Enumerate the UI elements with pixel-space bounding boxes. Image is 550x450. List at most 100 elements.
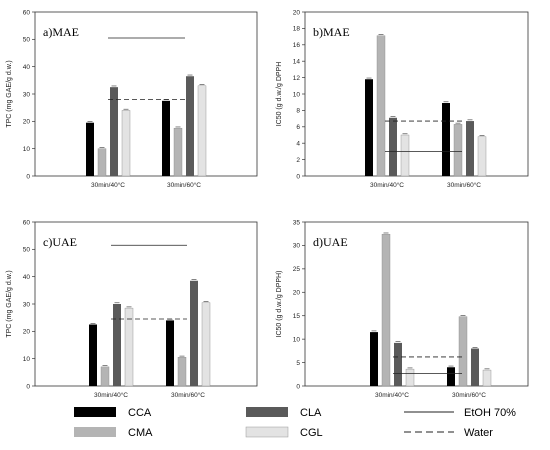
bar-cca	[86, 122, 94, 176]
y-tick-label: 30	[23, 301, 31, 308]
y-tick-label: 10	[23, 356, 31, 363]
bar-cla	[466, 121, 474, 176]
bar-cca	[365, 79, 373, 176]
legend-label: CMA	[128, 427, 153, 439]
y-tick-label: 16	[293, 42, 301, 49]
bar-cla	[389, 117, 397, 176]
y-tick-label: 30	[23, 91, 31, 98]
panel-title: b)MAE	[313, 25, 350, 39]
panel-4: 0 5 10 15 20 25 30 35 IC50 (g d.w./g DPPH) d)UAE 3…	[276, 219, 529, 399]
y-tick-label: 0	[26, 173, 30, 180]
legend-item-cla: CLA	[246, 407, 322, 419]
y-tick-label: 4	[296, 141, 300, 148]
legend-label: CCA	[128, 407, 152, 419]
y-tick-label: 0	[296, 173, 300, 180]
y-tick-label: 50	[23, 247, 31, 254]
y-tick-label: 60	[23, 219, 31, 226]
bar-cca	[166, 320, 174, 386]
y-tick-label: 35	[293, 219, 301, 226]
bar-cla	[186, 76, 194, 176]
x-tick-label: 30min/60°C	[171, 391, 205, 399]
y-tick-label: 2	[296, 157, 300, 164]
bar-cma	[173, 127, 183, 177]
bar-cla	[110, 87, 118, 176]
bar-cca	[442, 103, 450, 176]
y-tick-label: 10	[293, 91, 301, 98]
y-tick-label: 18	[293, 26, 301, 33]
plot-frame	[304, 221, 529, 387]
bar-cgl	[477, 136, 487, 177]
bar-cma	[177, 357, 187, 387]
legend-item-etoh: EtOH 70%	[404, 407, 516, 419]
bar-cma	[376, 35, 386, 177]
bar-cla	[394, 342, 402, 386]
y-tick-label: 0	[26, 383, 30, 390]
bar-cca	[447, 367, 455, 386]
legend: CCA CMA CLA CGL EtOH 70% Water	[74, 407, 516, 439]
legend-item-cca: CCA	[74, 407, 152, 419]
bar-cca	[89, 324, 97, 386]
y-axis-label: IC50 (g d.w./g DPPH)	[276, 271, 283, 338]
y-tick-label: 8	[296, 108, 300, 115]
y-tick-label: 14	[293, 59, 301, 66]
y-axis-label: TPC (mg GAE/g d.w.)	[6, 60, 13, 127]
x-tick-label: 30min/60°C	[447, 181, 481, 189]
legend-swatch	[74, 427, 116, 437]
x-tick-label: 30min/60°C	[452, 391, 486, 399]
y-tick-label: 40	[23, 274, 31, 281]
y-tick-label: 0	[296, 383, 300, 390]
y-tick-label: 6	[296, 124, 300, 131]
x-tick-label: 30min/40°C	[375, 391, 409, 399]
panel-3: 0 10 20 30 40 50 60 TPC (mg GAE/g d.w.) c)UAE 30m…	[6, 219, 258, 399]
legend-label: EtOH 70%	[464, 407, 516, 419]
y-tick-label: 20	[23, 119, 31, 126]
y-axis-label: IC50 (g d.w./g DPPH	[276, 62, 283, 127]
bar-cca	[370, 332, 378, 386]
legend-label: Water	[464, 427, 493, 439]
bar-cma	[381, 233, 391, 387]
panel-2: 0 2 4 6 8 10 12 14 16 18 20 IC50 (g d.w./g DPPH b)MA…	[276, 9, 529, 189]
legend-swatch	[245, 426, 289, 438]
y-tick-label: 10	[293, 336, 301, 343]
bar-cgl	[405, 368, 415, 387]
panel-title: c)UAE	[43, 235, 77, 249]
x-tick-label: 30min/60°C	[167, 181, 201, 189]
bar-cla	[113, 304, 121, 386]
legend-item-cma: CMA	[74, 427, 153, 439]
bar-cgl	[201, 302, 211, 387]
y-tick-label: 50	[23, 37, 31, 44]
panel-title: a)MAE	[43, 25, 79, 39]
y-tick-label: 20	[293, 290, 301, 297]
y-tick-label: 10	[23, 146, 31, 153]
y-axis-label: TPC (mg GAE/g d.w.)	[6, 270, 13, 337]
y-tick-label: 5	[296, 360, 300, 367]
legend-label: CGL	[300, 427, 323, 439]
y-tick-label: 30	[293, 243, 301, 250]
y-tick-label: 12	[293, 75, 301, 82]
y-tick-label: 25	[293, 266, 301, 273]
x-tick-label: 30min/40°C	[370, 181, 404, 189]
y-tick-label: 20	[293, 9, 301, 16]
bar-cma	[453, 124, 463, 177]
legend-item-cgl: CGL	[245, 426, 323, 439]
legend-swatch	[246, 407, 288, 417]
y-tick-label: 20	[23, 329, 31, 336]
bar-cla	[471, 348, 479, 386]
bar-cma	[97, 148, 107, 177]
x-tick-label: 30min/40°C	[91, 181, 125, 189]
bar-cgl	[482, 369, 492, 387]
legend-label: CLA	[300, 407, 322, 419]
bar-cca	[162, 100, 170, 176]
legend-item-water: Water	[404, 427, 493, 439]
panel-1: 0 10 20 30 40 50 60 TPC (mg GAE/g d.w.) a)MAE 30m…	[6, 9, 258, 189]
panel-title: d)UAE	[313, 235, 348, 249]
y-tick-label: 40	[23, 64, 31, 71]
bar-cgl	[124, 307, 134, 387]
x-tick-label: 30min/40°C	[94, 391, 128, 399]
legend-swatch	[74, 407, 116, 417]
bar-cma	[100, 366, 110, 387]
bar-cgl	[400, 134, 410, 177]
bar-cgl	[121, 110, 131, 177]
y-tick-label: 15	[293, 313, 301, 320]
